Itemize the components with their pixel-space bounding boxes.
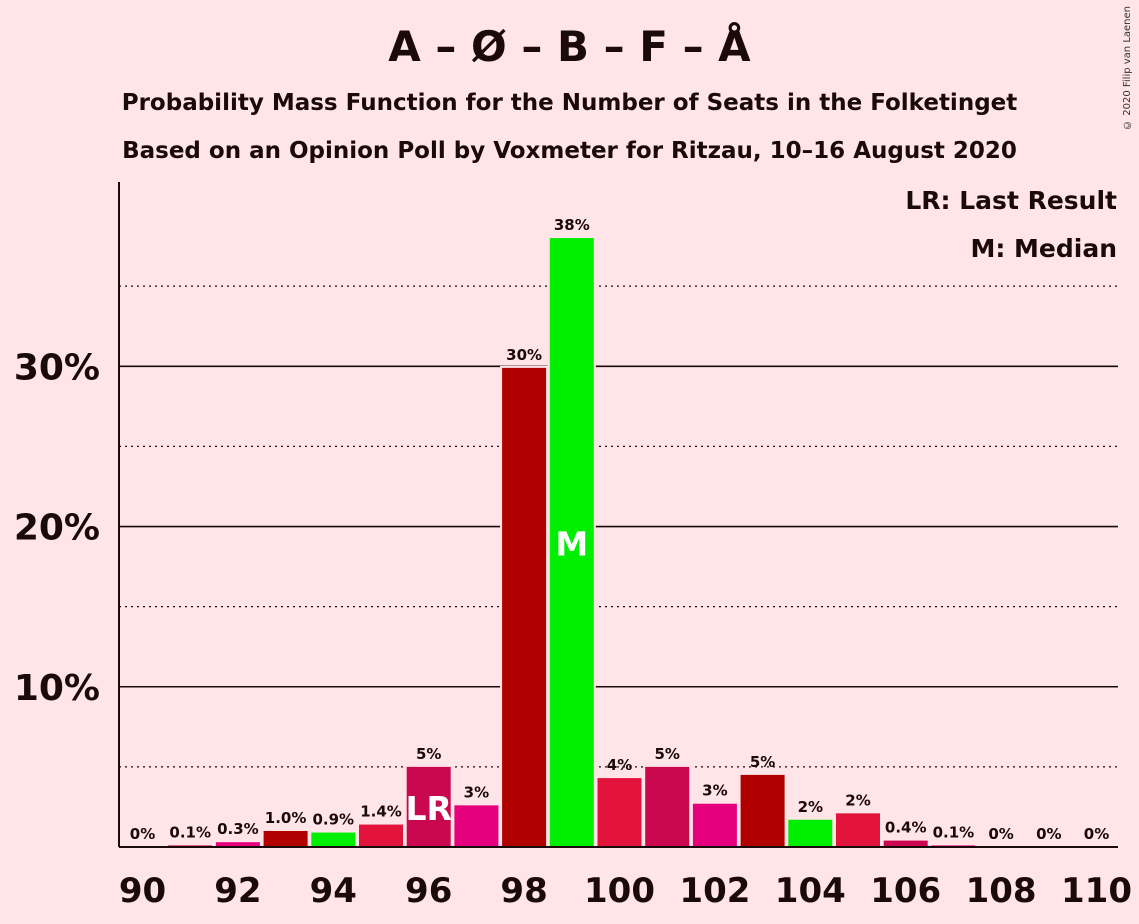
x-tick-label: 106 [870, 871, 941, 911]
bar-seat-99 [549, 238, 594, 847]
bar-data-label: 0% [988, 825, 1013, 843]
bar-data-label: 0.4% [885, 819, 927, 837]
y-tick-label: 10% [14, 668, 100, 709]
bar-data-label: 0.9% [312, 811, 354, 829]
bar-seat-103 [740, 774, 785, 847]
bar-data-label: 2% [798, 798, 823, 816]
y-tick-label: 30% [14, 347, 100, 388]
bar-seat-102 [692, 803, 737, 847]
x-tick-label: 110 [1061, 871, 1132, 911]
bar-data-label: 0.1% [933, 823, 975, 841]
bar-data-label: 0% [130, 825, 155, 843]
bar-data-label: 2% [845, 791, 870, 809]
bar-data-label: 1.0% [265, 809, 307, 827]
bar-data-label: 0.3% [217, 820, 259, 838]
bar-seat-92 [215, 842, 260, 847]
bar-seat-100 [597, 778, 642, 847]
bar-seat-104 [788, 819, 833, 847]
x-tick-label: 100 [584, 871, 655, 911]
bar-data-label: 5% [416, 745, 441, 763]
bar-seat-97 [454, 805, 499, 847]
bar-seat-106 [883, 840, 928, 847]
last-result-marker: LR [405, 789, 451, 828]
x-tick-label: 98 [500, 871, 547, 911]
bar-seat-95 [359, 824, 403, 847]
bar-seat-101 [645, 766, 690, 847]
x-tick-label: 104 [775, 871, 846, 911]
x-tick-label: 94 [310, 871, 357, 911]
chart-title: A – Ø – B – F – Å [388, 22, 751, 71]
x-tick-label: 92 [214, 871, 261, 911]
bar-data-label: 30% [506, 346, 542, 364]
x-tick-label: 102 [679, 871, 750, 911]
bar-seat-94 [311, 832, 356, 847]
bar-seat-98 [502, 367, 547, 847]
bar-data-label: 3% [464, 783, 489, 801]
bar-data-label: 4% [607, 756, 632, 774]
chart-subtitle-1: Probability Mass Function for the Number… [121, 90, 1018, 116]
x-tick-label: 108 [966, 871, 1037, 911]
bar-data-label: 0.1% [169, 823, 211, 841]
bar-seat-96 [406, 766, 451, 847]
bar-gap [929, 843, 978, 847]
legend-median: M: Median [970, 234, 1117, 263]
chart-subtitle-2: Based on an Opinion Poll by Voxmeter for… [122, 138, 1017, 164]
bar-data-label: 0% [1036, 825, 1061, 843]
bar-gap [166, 843, 215, 847]
bar-data-label: 38% [554, 216, 590, 234]
x-tick-label: 96 [405, 871, 452, 911]
bar-seat-93 [263, 830, 308, 847]
legend-last-result: LR: Last Result [905, 186, 1117, 215]
bar-data-label: 5% [750, 753, 775, 771]
bar-data-label: 1.4% [360, 803, 402, 821]
bar-data-label: 5% [654, 745, 679, 763]
median-marker: M [555, 525, 588, 564]
bar-seat-105 [836, 813, 880, 847]
bar-data-label: 0% [1084, 825, 1109, 843]
y-tick-label: 20% [14, 508, 100, 549]
bar-data-label: 3% [702, 782, 727, 800]
x-tick-label: 90 [119, 871, 166, 911]
